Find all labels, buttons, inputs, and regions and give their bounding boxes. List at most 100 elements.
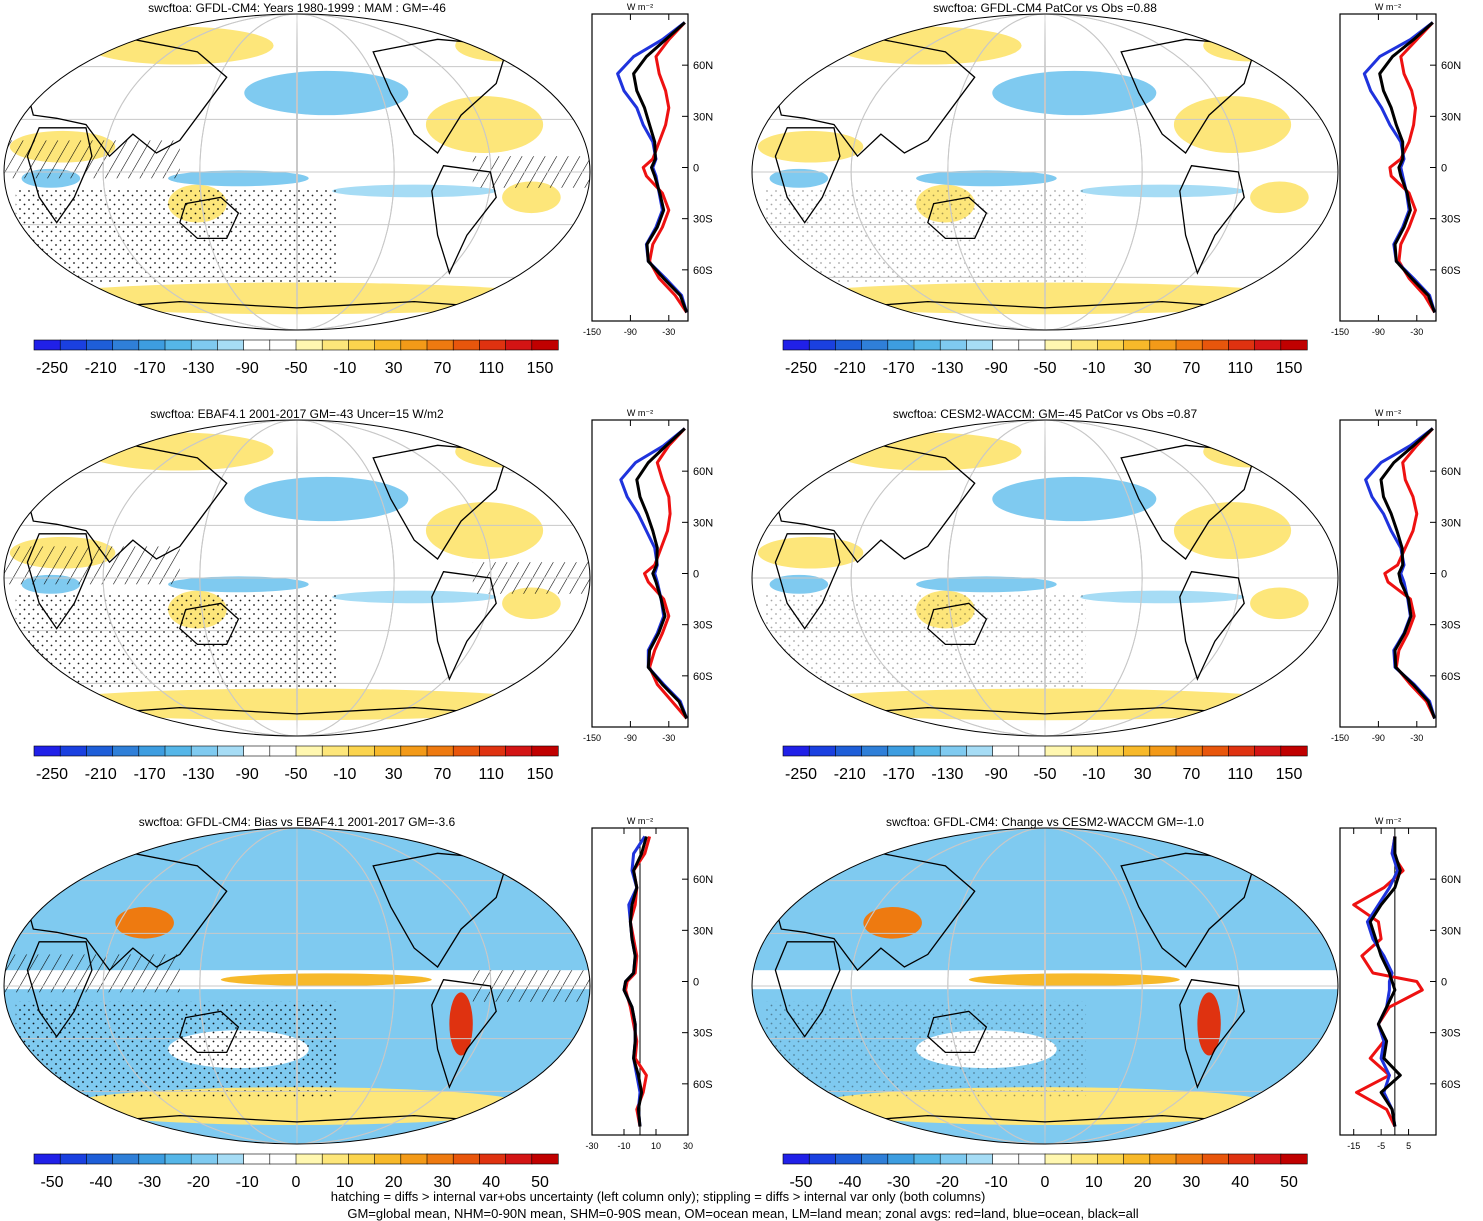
colorbar-swatch: [1018, 745, 1046, 757]
colorbar-label: -250: [36, 766, 68, 783]
colorbar-swatch: [531, 745, 559, 757]
map-blob: [1080, 184, 1245, 198]
map-blob: [425, 96, 544, 154]
colorbar-swatch: [321, 745, 350, 757]
map-area: [752, 420, 1338, 736]
zonal-lat-label: 60S: [1441, 1079, 1461, 1091]
map-border: [751, 419, 1339, 737]
colorbar-swatch: [782, 339, 810, 351]
colorbar-swatch: [1149, 745, 1177, 757]
coastline: [26, 444, 228, 564]
map-blob: [220, 973, 432, 986]
colorbar-label: 30: [385, 360, 403, 377]
zonal-series-ocean: [1365, 836, 1400, 1127]
map-blob: [244, 476, 409, 522]
colorbar-label: 70: [434, 360, 452, 377]
colorbar-swatch: [1228, 745, 1256, 757]
zonal-lat-label: 60N: [693, 874, 713, 886]
zonal-lat-label: 30S: [693, 214, 713, 226]
zonal-xtick-label: -30: [1410, 733, 1423, 743]
colorbar-swatch: [966, 1153, 994, 1165]
colorbar-swatch: [217, 339, 245, 351]
colorbar-swatch: [190, 339, 218, 351]
colorbar-label: -90: [985, 360, 1008, 377]
colorbar-label: 30: [1134, 766, 1152, 783]
map-blob: [1250, 181, 1309, 214]
map-blob: [115, 907, 174, 939]
panel-title: swcftoa: GFDL-CM4: Bias vs EBAF4.1 2001-…: [139, 815, 456, 829]
colorbar-swatch: [1123, 339, 1151, 351]
zonal-frame: [591, 419, 689, 728]
zonal-xtick-label: -30: [585, 1141, 598, 1151]
colorbar-label: 40: [482, 1174, 500, 1191]
colorbar-swatch: [138, 745, 166, 757]
zonal-lat-label: 30N: [1441, 111, 1461, 123]
coastline: [26, 852, 228, 972]
colorbar-label: -210: [85, 766, 117, 783]
hatch-region: [4, 954, 180, 993]
panel-title: swcftoa: CESM2-WACCM: GM=-45 PatCor vs O…: [893, 407, 1198, 421]
colorbar-swatch: [164, 339, 192, 351]
zonal-lat-label: 0: [1441, 569, 1447, 581]
colorbar-label: 110: [478, 360, 504, 377]
map-blob: [1203, 29, 1297, 62]
map-blob: [863, 907, 922, 939]
coastline: [26, 38, 228, 158]
colorbar-swatch: [479, 745, 507, 757]
colorbar-swatch: [138, 1153, 166, 1165]
colorbar-swatch: [348, 1153, 376, 1165]
colorbar-swatch: [1201, 745, 1229, 757]
zonal-lat-label: 60N: [693, 466, 713, 478]
colorbar-label: 50: [531, 1174, 549, 1191]
map-blob: [449, 992, 473, 1056]
map-blob: [1203, 435, 1297, 468]
colorbar-label: 70: [434, 766, 452, 783]
zonal-lat-label: 60S: [1441, 265, 1461, 277]
panel-title: swcftoa: GFDL-CM4: Change vs CESM2-WACCM…: [886, 815, 1204, 829]
map-border: [751, 827, 1339, 1145]
colorbar-label: 110: [1227, 360, 1253, 377]
colorbar-swatch: [1018, 1153, 1046, 1165]
graticule-lon: [296, 420, 298, 736]
colorbar-swatch: [33, 745, 61, 757]
colorbar-swatch: [1201, 339, 1229, 351]
colorbar-swatch: [217, 745, 245, 757]
map-blob: [992, 476, 1157, 522]
zonal-lat-label: 60S: [693, 671, 713, 683]
colorbar-swatch: [295, 339, 323, 351]
colorbar-swatch: [1175, 1153, 1203, 1165]
map-blob: [455, 29, 549, 62]
colorbar-label: -50: [284, 360, 307, 377]
coastline: [927, 196, 988, 240]
colorbar-label: -210: [834, 360, 866, 377]
colorbar-label: -50: [284, 766, 307, 783]
colorbar-swatch: [1149, 339, 1177, 351]
colorbar-label: -130: [182, 360, 214, 377]
colorbar-swatch: [808, 339, 837, 351]
colorbar-swatch: [966, 745, 994, 757]
colorbar-label: -250: [785, 766, 817, 783]
zonal-xtick-label: -30: [662, 733, 675, 743]
map-blob: [769, 168, 829, 188]
colorbar-swatch: [321, 339, 350, 351]
coastline: [179, 1010, 240, 1054]
colorbar-swatch: [913, 745, 941, 757]
zonal-series-all: [1379, 427, 1437, 720]
colorbar-label: -170: [883, 360, 915, 377]
colorbar-label: -170: [883, 766, 915, 783]
colorbar-label: -10: [236, 1174, 259, 1191]
coastline: [1179, 570, 1245, 681]
zonal-lat-label: 60N: [1441, 60, 1461, 72]
zonal-xtick-label: -5: [1377, 1141, 1385, 1151]
colorbar-swatch: [1228, 1153, 1256, 1165]
colorbar-swatch: [835, 339, 863, 351]
panel-title: swcftoa: GFDL-CM4: Years 1980-1999 : MAM…: [148, 1, 446, 15]
zonal-lat-label: 60N: [693, 60, 713, 72]
zonal-frame: [1339, 419, 1437, 728]
zonal-lat-label: 0: [693, 977, 699, 989]
colorbar-label: -210: [834, 766, 866, 783]
colorbar-label: -30: [138, 1174, 161, 1191]
coastline: [927, 602, 988, 646]
colorbar-swatch: [1228, 339, 1256, 351]
zonal-lat-label: 60N: [1441, 466, 1461, 478]
